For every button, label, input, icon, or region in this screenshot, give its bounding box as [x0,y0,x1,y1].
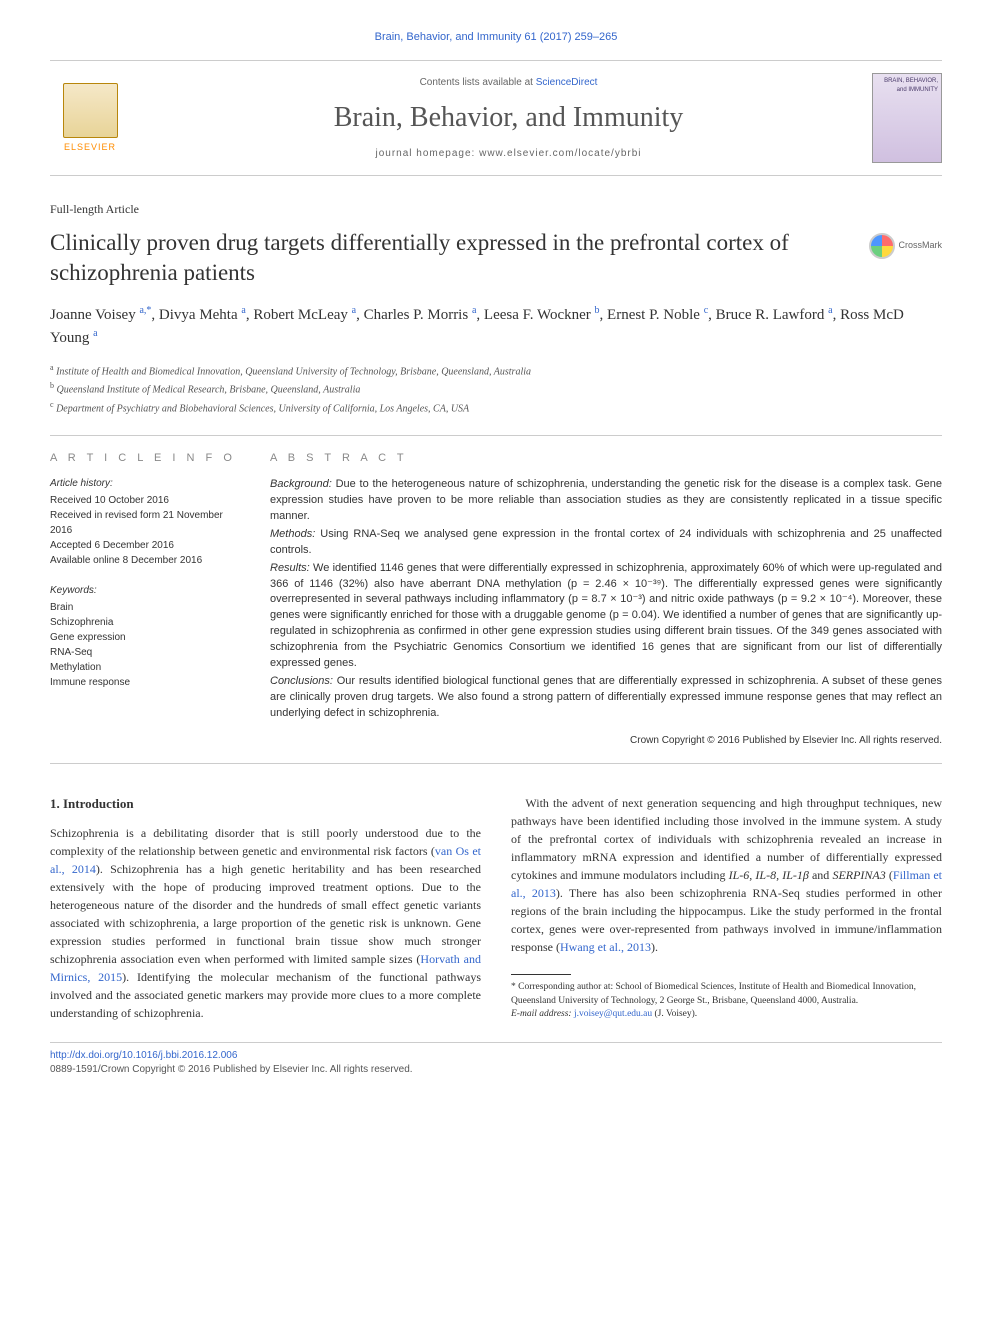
contents-prefix: Contents lists available at [420,77,536,88]
body-text: 1. Introduction Schizophrenia is a debil… [50,794,942,1022]
keyword: Schizophrenia [50,615,245,630]
affiliations: a Institute of Health and Biomedical Inn… [50,362,942,417]
email-link[interactable]: j.voisey@qut.edu.au [574,1009,652,1019]
page-footer: http://dx.doi.org/10.1016/j.bbi.2016.12.… [50,1042,942,1077]
abstract-conclusions: Conclusions: Our results identified biol… [270,674,942,722]
citation[interactable]: Hwang et al., 2013 [560,940,651,954]
keyword: Brain [50,600,245,615]
homepage-prefix: journal homepage: [375,148,479,159]
history-line: Accepted 6 December 2016 [50,538,245,553]
doi-link[interactable]: http://dx.doi.org/10.1016/j.bbi.2016.12.… [50,1050,237,1061]
doi-line: http://dx.doi.org/10.1016/j.bbi.2016.12.… [50,1049,942,1063]
elsevier-tree-icon [63,83,118,138]
elsevier-logo: ELSEVIER [50,76,130,161]
journal-homepage-line: journal homepage: www.elsevier.com/locat… [145,147,872,161]
body-paragraph-2: With the advent of next generation seque… [511,794,942,956]
authors-list: Joanne Voisey a,*, Divya Mehta a, Robert… [50,303,942,350]
section-heading: 1. Introduction [50,794,481,814]
abstract-methods: Methods: Using RNA-Seq we analysed gene … [270,527,942,559]
corresponding-author-footnote: * Corresponding author at: School of Bio… [511,981,942,1008]
abstract-heading: A B S T R A C T [270,451,942,467]
sciencedirect-link[interactable]: ScienceDirect [536,77,598,88]
article-title-text: Clinically proven drug targets different… [50,230,789,285]
history-line: Available online 8 December 2016 [50,553,245,568]
journal-title: Brain, Behavior, and Immunity [145,98,872,137]
article-info-column: A R T I C L E I N F O Article history: R… [50,451,270,749]
abstract-column: A B S T R A C T Background: Due to the h… [270,451,942,749]
keyword: Gene expression [50,630,245,645]
masthead-center: Contents lists available at ScienceDirec… [145,76,872,161]
article-title: Clinically proven drug targets different… [50,228,942,288]
article-type: Full-length Article [50,201,942,218]
affiliation: b Queensland Institute of Medical Resear… [50,380,942,398]
crossmark-badge[interactable]: CrossMark [869,233,942,259]
keyword: Immune response [50,675,245,690]
keywords-label: Keywords: [50,583,245,598]
article-info-heading: A R T I C L E I N F O [50,451,245,466]
affiliation: c Department of Psychiatry and Biobehavi… [50,399,942,417]
history-line: Received in revised form 21 November 201… [50,508,245,538]
history-label: Article history: [50,476,245,491]
issn-copyright-line: 0889-1591/Crown Copyright © 2016 Publish… [50,1063,942,1077]
keyword: Methylation [50,660,245,675]
elsevier-label: ELSEVIER [64,141,116,154]
journal-reference: Brain, Behavior, and Immunity 61 (2017) … [50,30,942,45]
masthead: ELSEVIER Contents lists available at Sci… [50,60,942,176]
keyword: RNA-Seq [50,645,245,660]
abstract-results: Results: We identified 1146 genes that w… [270,561,942,673]
crossmark-label: CrossMark [898,240,942,252]
contents-available-line: Contents lists available at ScienceDirec… [145,76,872,90]
info-abstract-row: A R T I C L E I N F O Article history: R… [50,435,942,765]
abstract-background: Background: Due to the heterogeneous nat… [270,477,942,525]
journal-cover-thumbnail: BRAIN, BEHAVIOR, and IMMUNITY [872,73,942,163]
homepage-url[interactable]: www.elsevier.com/locate/ybrbi [479,148,641,159]
keywords-block: Keywords: BrainSchizophreniaGene express… [50,583,245,690]
body-paragraph-1: Schizophrenia is a debilitating disorder… [50,824,481,1022]
abstract-copyright: Crown Copyright © 2016 Published by Else… [270,734,942,749]
email-footnote: E-mail address: j.voisey@qut.edu.au (J. … [511,1008,942,1021]
history-line: Received 10 October 2016 [50,493,245,508]
article-history: Article history: Received 10 October 201… [50,476,245,568]
footnote-rule [511,974,571,975]
affiliation: a Institute of Health and Biomedical Inn… [50,362,942,380]
crossmark-icon [869,233,895,259]
